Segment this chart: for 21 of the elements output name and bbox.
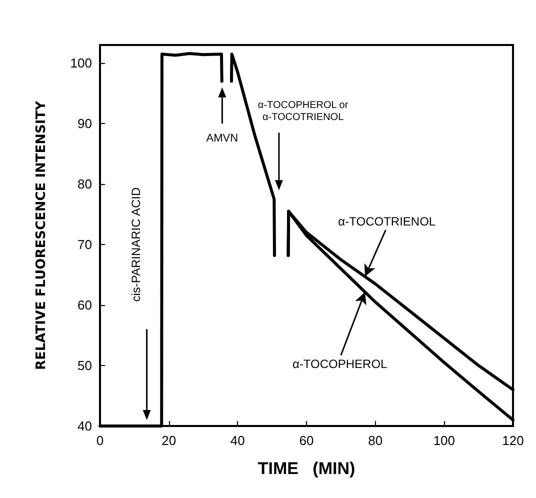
y-tick-label: 40 <box>78 418 92 434</box>
annotation: α-TOCOPHEROL or α-TOCOTRIENOL <box>258 100 349 124</box>
annotation: cis-PARINARIC ACID <box>129 187 144 302</box>
x-tick-label: 20 <box>162 433 176 448</box>
x-tick-label: 0 <box>96 433 104 448</box>
x-tick-label: 40 <box>230 433 245 448</box>
y-tick-label: 80 <box>78 176 92 192</box>
text: α-TOCOPHEROL <box>292 357 388 372</box>
annotation: AMVN <box>206 132 238 145</box>
x-tick-label: 60 <box>299 433 314 448</box>
x-axis-title: TIME (MIN) <box>258 459 356 478</box>
x-tick-label: 120 <box>502 433 524 448</box>
y-axis-title: RELATIVE FLUORESCENCE INTENSITY <box>34 100 49 370</box>
x-tick-label: 80 <box>368 433 383 448</box>
y-tick-label: 70 <box>78 237 92 252</box>
y-tick-label: 60 <box>78 298 92 313</box>
y-tick-label: 90 <box>78 116 92 132</box>
x-tick-label: 100 <box>433 433 456 448</box>
series-label: α-TOCOTRIENOL <box>338 214 436 228</box>
y-tick-label: 100 <box>70 56 92 71</box>
y-tick-label: 50 <box>78 358 92 374</box>
